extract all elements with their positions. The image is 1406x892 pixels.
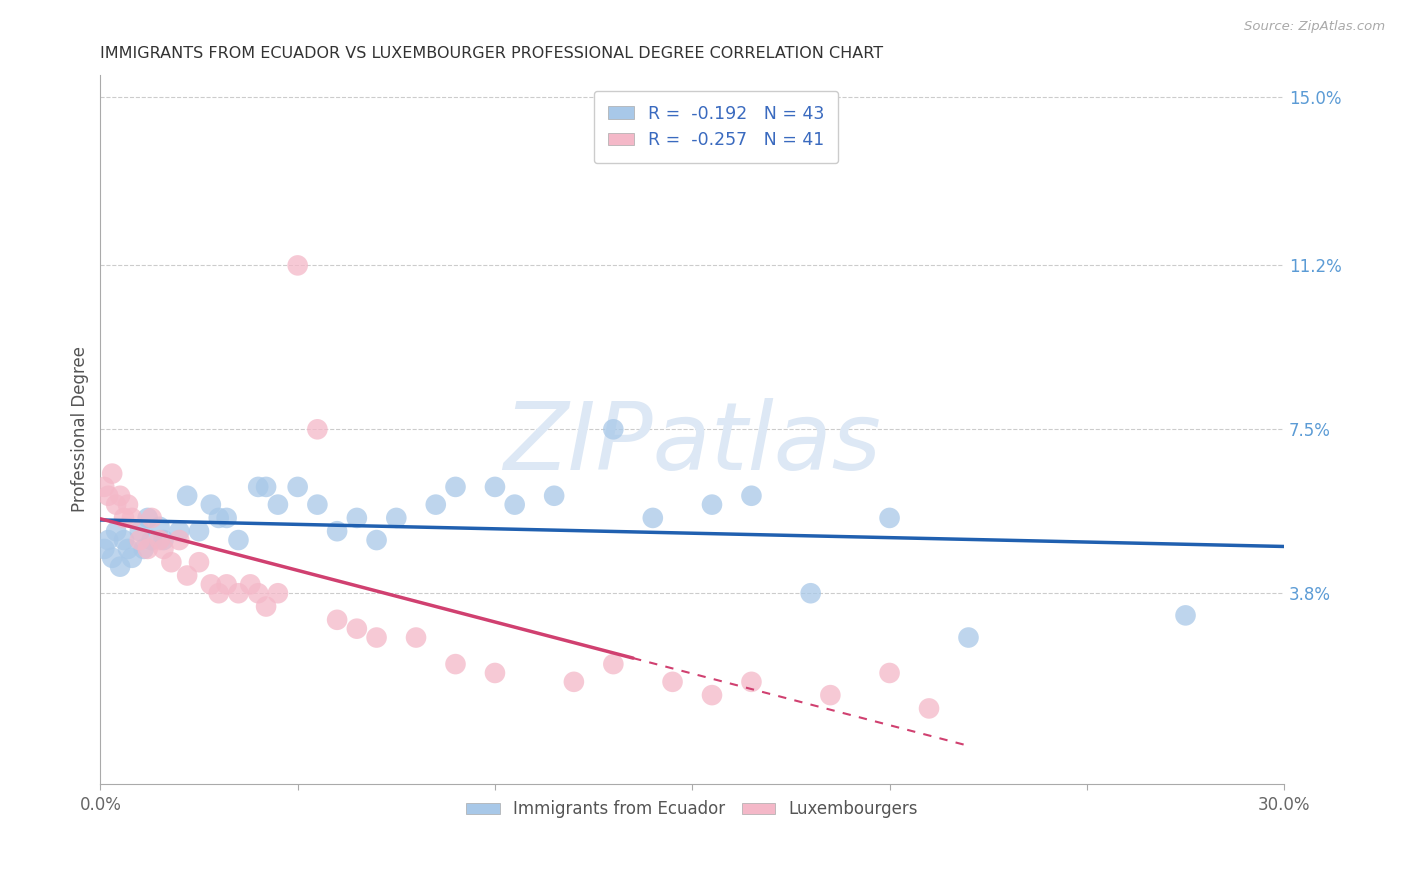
Point xyxy=(188,524,211,539)
Point xyxy=(879,511,901,525)
Point xyxy=(562,674,585,689)
Point xyxy=(117,498,139,512)
Point xyxy=(152,541,174,556)
Point xyxy=(136,511,159,525)
Point xyxy=(820,688,842,702)
Point xyxy=(385,511,408,525)
Point xyxy=(326,613,349,627)
Point xyxy=(228,533,250,547)
Point xyxy=(152,533,174,547)
Point xyxy=(200,498,222,512)
Point xyxy=(93,480,115,494)
Point xyxy=(105,498,128,512)
Point xyxy=(346,622,368,636)
Point xyxy=(101,467,124,481)
Point xyxy=(254,480,277,494)
Point xyxy=(700,688,723,702)
Point xyxy=(176,489,198,503)
Point xyxy=(444,657,467,672)
Point xyxy=(108,559,131,574)
Point xyxy=(108,489,131,503)
Point xyxy=(141,533,163,547)
Point xyxy=(740,674,762,689)
Text: IMMIGRANTS FROM ECUADOR VS LUXEMBOURGER PROFESSIONAL DEGREE CORRELATION CHART: IMMIGRANTS FROM ECUADOR VS LUXEMBOURGER … xyxy=(100,46,883,62)
Point xyxy=(101,550,124,565)
Point xyxy=(957,631,980,645)
Point xyxy=(169,533,191,547)
Point xyxy=(132,541,155,556)
Point xyxy=(176,568,198,582)
Point xyxy=(148,520,170,534)
Point xyxy=(247,586,270,600)
Point xyxy=(444,480,467,494)
Point xyxy=(484,480,506,494)
Point xyxy=(97,489,120,503)
Point xyxy=(918,701,941,715)
Point xyxy=(307,498,329,512)
Point xyxy=(425,498,447,512)
Point xyxy=(267,498,290,512)
Point xyxy=(484,665,506,680)
Point xyxy=(405,631,427,645)
Point xyxy=(543,489,565,503)
Point xyxy=(1174,608,1197,623)
Point xyxy=(128,524,150,539)
Point xyxy=(366,631,388,645)
Text: ZIPatlas: ZIPatlas xyxy=(503,398,882,489)
Point xyxy=(93,541,115,556)
Point xyxy=(141,511,163,525)
Point xyxy=(267,586,290,600)
Point xyxy=(208,511,231,525)
Point xyxy=(641,511,664,525)
Point xyxy=(287,480,309,494)
Point xyxy=(366,533,388,547)
Point xyxy=(346,511,368,525)
Point xyxy=(879,665,901,680)
Legend: Immigrants from Ecuador, Luxembourgers: Immigrants from Ecuador, Luxembourgers xyxy=(460,794,925,825)
Point xyxy=(112,533,135,547)
Point xyxy=(239,577,262,591)
Point xyxy=(307,422,329,436)
Y-axis label: Professional Degree: Professional Degree xyxy=(72,346,89,512)
Point xyxy=(188,555,211,569)
Point xyxy=(800,586,823,600)
Point xyxy=(200,577,222,591)
Point xyxy=(128,533,150,547)
Text: Source: ZipAtlas.com: Source: ZipAtlas.com xyxy=(1244,20,1385,33)
Point xyxy=(97,533,120,547)
Point xyxy=(136,541,159,556)
Point xyxy=(228,586,250,600)
Point xyxy=(503,498,526,512)
Point xyxy=(121,550,143,565)
Point xyxy=(247,480,270,494)
Point xyxy=(287,259,309,273)
Point xyxy=(208,586,231,600)
Point xyxy=(117,541,139,556)
Point xyxy=(215,577,238,591)
Point xyxy=(740,489,762,503)
Point xyxy=(169,524,191,539)
Point xyxy=(160,555,183,569)
Point xyxy=(602,657,624,672)
Point xyxy=(602,422,624,436)
Point xyxy=(661,674,683,689)
Point xyxy=(215,511,238,525)
Point xyxy=(121,511,143,525)
Point xyxy=(105,524,128,539)
Point xyxy=(254,599,277,614)
Point xyxy=(148,533,170,547)
Point xyxy=(326,524,349,539)
Point xyxy=(112,511,135,525)
Point xyxy=(700,498,723,512)
